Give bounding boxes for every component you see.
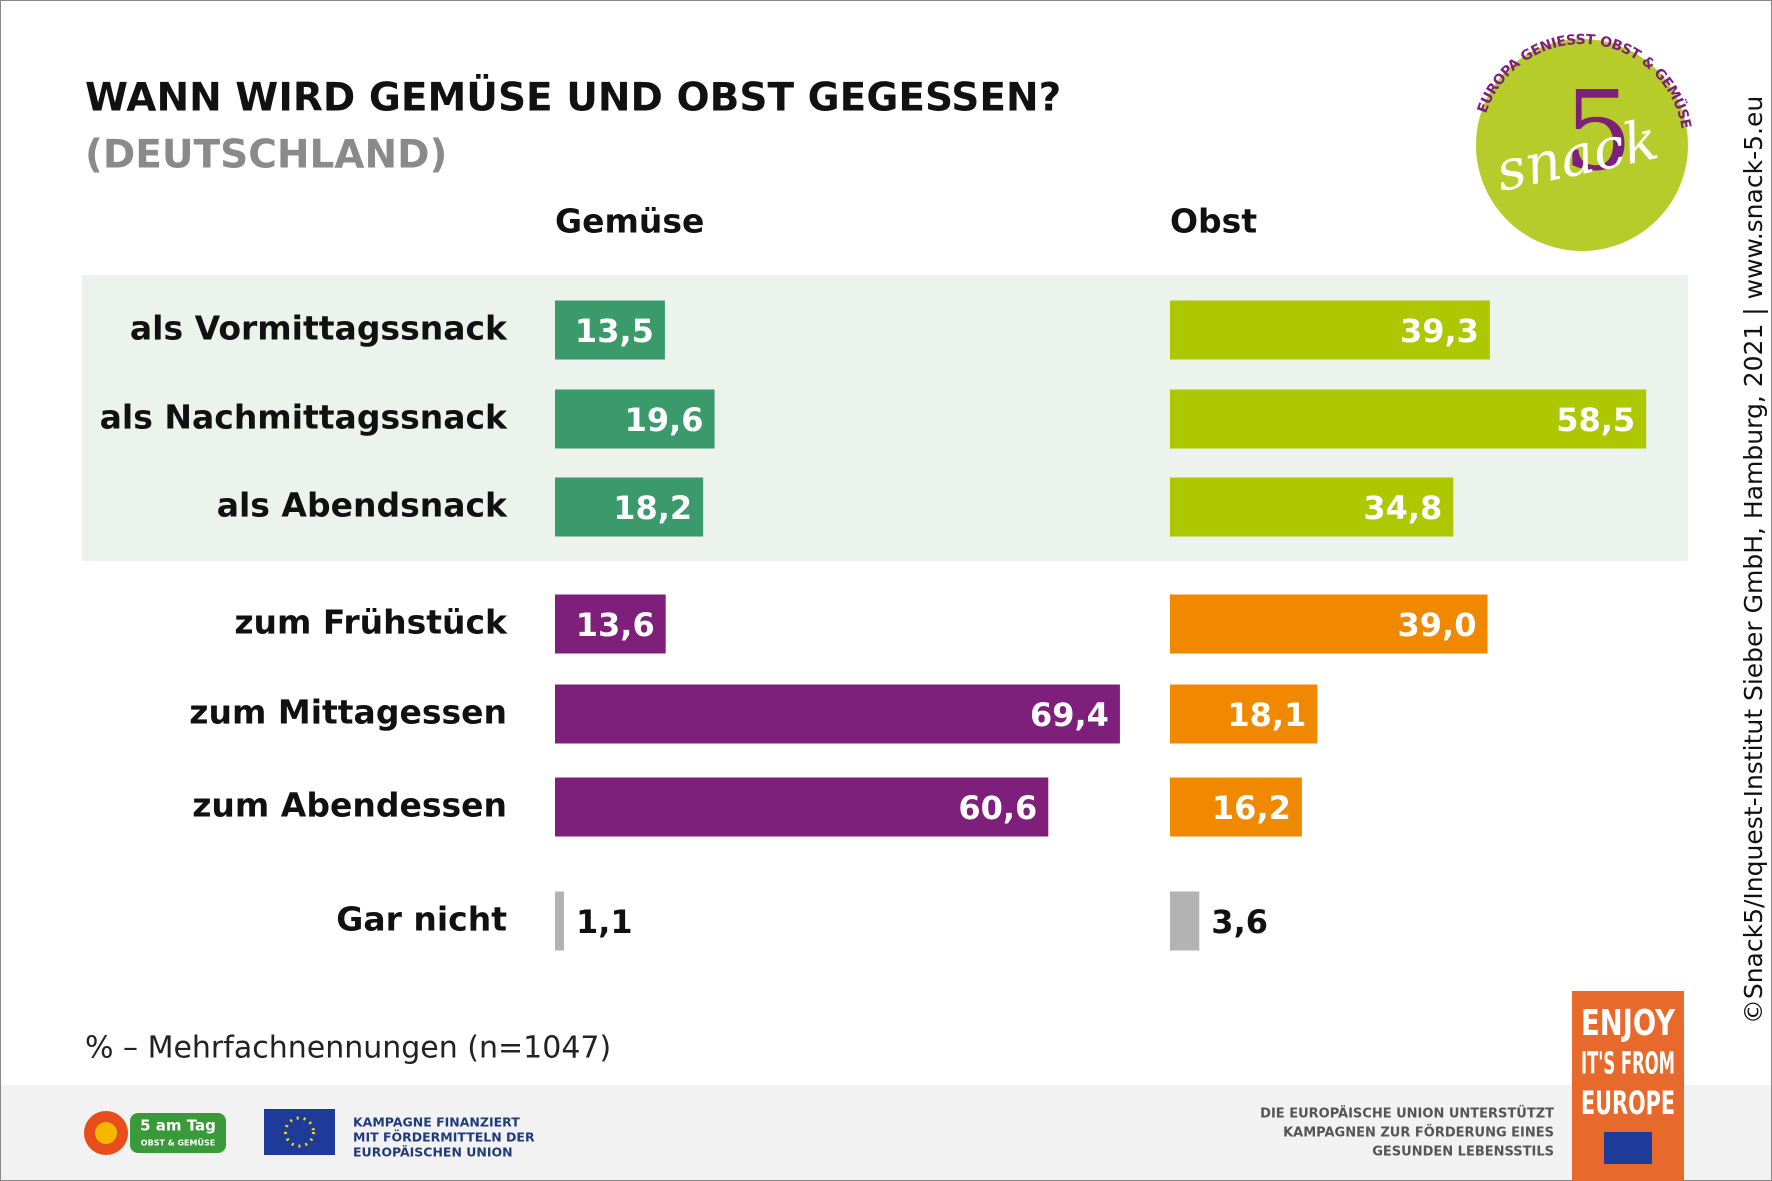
logo-text: EUROPE <box>1581 1084 1675 1122</box>
value-label: 69,4 <box>1030 696 1109 734</box>
category-label: zum Frühstück <box>234 603 508 642</box>
credit: ©Snack5/Inquest-Institut Sieber GmbH, Ha… <box>1739 96 1768 1024</box>
category-label: zum Mittagessen <box>189 693 507 732</box>
logo-text: IT'S FROM <box>1581 1047 1675 1082</box>
value-label: 18,1 <box>1227 696 1306 734</box>
bar <box>555 594 666 654</box>
bar <box>1170 594 1488 654</box>
category-label: zum Abendessen <box>192 786 507 825</box>
bar <box>555 777 1049 837</box>
eu-funding-text: EUROPÄISCHEN UNION <box>353 1145 513 1160</box>
value-label: 3,6 <box>1211 903 1268 941</box>
category-label: als Vormittagssnack <box>130 309 508 348</box>
logo-circle <box>95 1122 117 1144</box>
bar <box>1170 891 1200 951</box>
bar <box>1170 477 1454 537</box>
stars <box>284 1116 315 1148</box>
category-label: als Abendsnack <box>217 486 508 525</box>
logo-circle <box>1476 39 1688 251</box>
logo-number: 5 <box>1563 67 1633 195</box>
value-label: 39,0 <box>1398 606 1477 644</box>
bar <box>1170 777 1302 837</box>
note: % – Mehrfachnennungen (n=1047) <box>85 1031 611 1066</box>
value-label: 1,1 <box>576 903 633 941</box>
value-label: 34,8 <box>1363 489 1442 527</box>
bar <box>555 300 665 360</box>
bar <box>1170 389 1647 449</box>
series-header: Gemüse <box>555 202 704 241</box>
logo-box <box>130 1113 226 1153</box>
bar <box>1170 300 1490 360</box>
value-label: 60,6 <box>958 789 1037 827</box>
category-label: Gar nicht <box>336 900 507 939</box>
bar <box>555 477 704 537</box>
eu-support-text: DIE EUROPÄISCHE UNION UNTERSTÜTZT <box>1260 1106 1554 1122</box>
value-label: 58,5 <box>1556 401 1635 439</box>
bar <box>555 684 1120 744</box>
eu-funding-text: KAMPAGNE FINANZIERT <box>353 1115 520 1130</box>
enjoy-logo: ENJOY IT'S FROM EUROPE <box>1572 991 1684 1181</box>
bar <box>555 891 564 951</box>
bar <box>555 389 715 449</box>
snack5-logo: EUROPA GENIESST OBST & GEMÜSE 5 snack <box>1475 32 1694 251</box>
eu-support-text: GESUNDEN LEBENSSTILS <box>1372 1145 1554 1160</box>
series-header: Obst <box>1170 202 1257 241</box>
flag <box>1604 1132 1652 1164</box>
logo-text: ENJOY <box>1581 1003 1676 1044</box>
five-a-day-logo: 5 am Tag OBST & GEMÜSE <box>84 1111 226 1155</box>
eu-funding-text: MIT FÖRDERMITTELN DER <box>353 1130 535 1145</box>
chart-subtitle: (DEUTSCHLAND) <box>85 133 447 178</box>
logo-text: 5 am Tag <box>140 1117 216 1135</box>
value-label: 18,2 <box>613 489 692 527</box>
category-label: als Nachmittagssnack <box>100 398 508 437</box>
value-label: 19,6 <box>625 401 704 439</box>
value-label: 13,5 <box>575 312 654 350</box>
logo-text: OBST & GEMÜSE <box>141 1138 215 1148</box>
value-label: 39,3 <box>1400 312 1479 350</box>
value-label: 16,2 <box>1212 789 1291 827</box>
eu-flag <box>264 1109 335 1155</box>
value-label: 13,6 <box>576 606 655 644</box>
bar <box>1170 684 1318 744</box>
flag <box>264 1109 335 1155</box>
eu-support-text: KAMPAGNEN ZUR FÖRDERUNG EINES <box>1283 1125 1554 1141</box>
chart-title: WANN WIRD GEMÜSE UND OBST GEGESSEN? <box>85 74 1061 121</box>
